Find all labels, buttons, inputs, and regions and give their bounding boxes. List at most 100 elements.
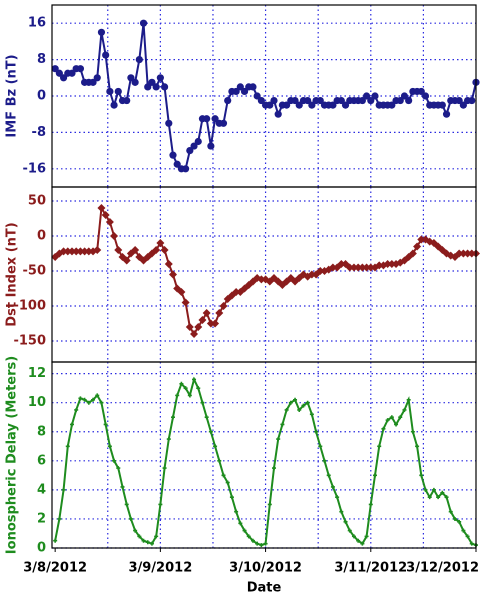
data-point xyxy=(221,473,226,478)
data-point xyxy=(84,247,93,256)
data-point xyxy=(371,92,379,100)
data-point xyxy=(91,397,96,402)
data-point xyxy=(463,249,472,258)
data-point xyxy=(59,74,68,82)
data-point xyxy=(202,309,211,317)
data-point xyxy=(76,247,85,256)
data-point xyxy=(165,119,173,127)
data-point xyxy=(127,74,135,82)
data-point xyxy=(238,521,243,526)
data-point xyxy=(97,28,106,36)
data-point xyxy=(232,87,240,96)
data-point xyxy=(107,444,112,449)
data-point xyxy=(383,260,392,268)
y-tick-label: 8 xyxy=(37,52,46,67)
data-point xyxy=(168,270,177,279)
data-point xyxy=(211,319,220,328)
data-point xyxy=(249,83,257,91)
data-point xyxy=(452,516,457,521)
data-point xyxy=(280,422,285,427)
data-point xyxy=(99,400,104,405)
x-tick-label: 3/11/2012 xyxy=(334,561,407,576)
data-point xyxy=(179,381,184,386)
y-tick-label: 6 xyxy=(37,453,46,468)
data-point xyxy=(276,437,281,442)
data-point xyxy=(198,316,207,324)
data-point xyxy=(80,247,89,256)
data-point xyxy=(457,519,462,524)
data-point xyxy=(133,528,138,533)
y-tick-label: 0 xyxy=(37,541,46,556)
data-point xyxy=(305,400,310,405)
data-point xyxy=(76,65,85,73)
data-point xyxy=(415,444,420,449)
data-point xyxy=(135,56,143,64)
x-tick-label: 3/12/2012 xyxy=(406,561,479,576)
data-point xyxy=(225,480,230,485)
data-point xyxy=(156,239,165,247)
data-point xyxy=(351,534,356,539)
data-point xyxy=(236,83,244,91)
y-tick-label: 10 xyxy=(28,395,46,410)
data-point xyxy=(234,509,239,514)
data-point xyxy=(364,534,369,539)
data-point xyxy=(358,263,367,272)
data-point xyxy=(362,263,371,272)
data-point xyxy=(95,393,100,398)
data-point xyxy=(103,422,108,427)
data-point xyxy=(131,78,139,86)
data-point xyxy=(141,538,146,543)
data-point xyxy=(339,509,344,514)
data-point xyxy=(308,101,316,109)
data-point xyxy=(170,415,175,420)
data-point xyxy=(358,96,366,105)
data-point xyxy=(194,137,202,146)
data-point xyxy=(68,69,76,77)
data-point xyxy=(349,263,358,272)
data-point xyxy=(366,263,375,272)
data-point xyxy=(417,235,426,244)
data-point xyxy=(436,495,441,500)
data-point xyxy=(431,487,436,492)
data-point xyxy=(110,101,118,109)
data-point xyxy=(343,519,348,524)
data-point xyxy=(114,87,122,96)
data-point xyxy=(314,429,319,434)
data-point xyxy=(182,165,190,173)
data-point xyxy=(72,247,81,256)
data-point xyxy=(417,87,425,96)
data-point xyxy=(266,101,274,109)
data-point xyxy=(114,246,123,254)
data-point xyxy=(211,115,219,123)
data-point xyxy=(246,534,251,539)
data-point xyxy=(177,288,186,296)
data-point xyxy=(93,246,102,254)
data-point xyxy=(360,541,365,546)
data-point xyxy=(148,78,156,86)
data-point xyxy=(122,256,131,265)
data-point xyxy=(158,502,163,507)
data-point xyxy=(347,528,352,533)
data-point xyxy=(232,288,241,296)
x-tick-label: 3/10/2012 xyxy=(229,561,302,576)
data-point xyxy=(356,538,361,543)
data-point xyxy=(93,74,101,82)
data-point xyxy=(465,534,470,539)
data-point xyxy=(61,487,66,492)
data-point xyxy=(427,495,432,500)
data-point xyxy=(186,147,194,155)
data-point xyxy=(229,495,234,500)
data-point xyxy=(271,466,276,471)
data-point xyxy=(112,458,117,463)
data-point xyxy=(398,415,403,420)
data-point xyxy=(335,495,340,500)
y-tick-label: 0 xyxy=(37,89,46,104)
data-point xyxy=(82,397,87,402)
data-point xyxy=(162,466,167,471)
data-point xyxy=(149,541,154,546)
data-point xyxy=(301,403,306,408)
data-point xyxy=(57,516,62,521)
data-point xyxy=(438,101,446,109)
data-point xyxy=(326,473,331,478)
